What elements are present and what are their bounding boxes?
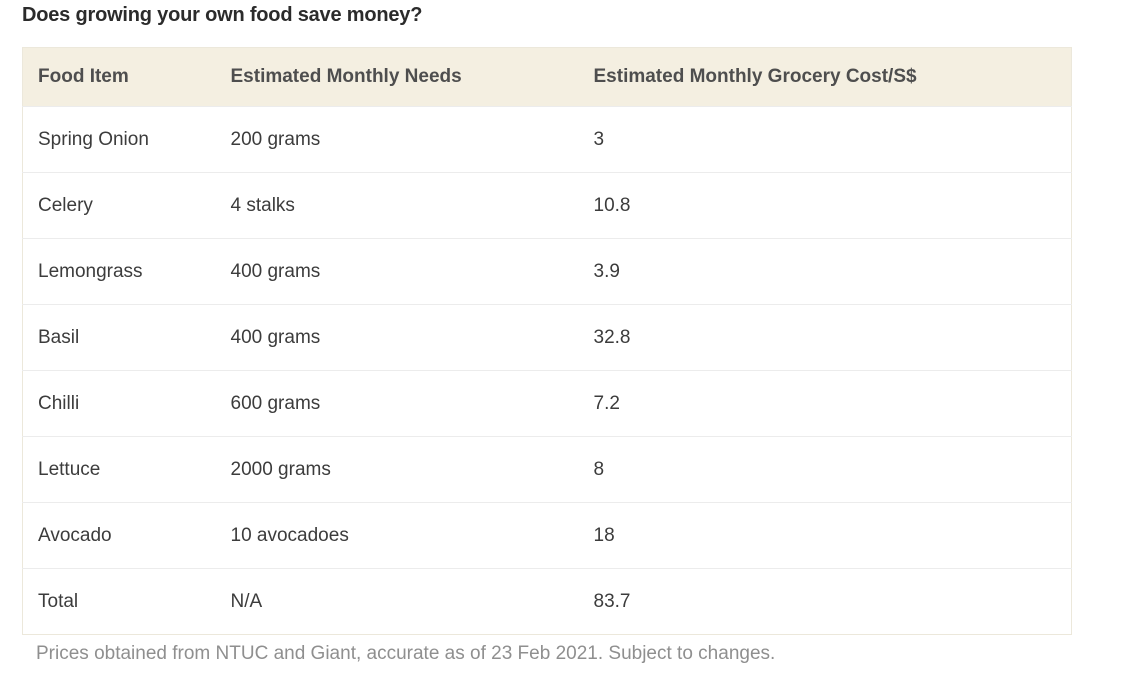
- table-cell: Lettuce: [22, 436, 231, 503]
- page-title: Does growing your own food save money?: [22, 4, 423, 26]
- table-cell: 10.8: [593, 172, 1072, 239]
- table-row: Lemongrass 400 grams 3.9: [22, 238, 1072, 305]
- table-cell: 3.9: [593, 238, 1072, 305]
- table-cell: N/A: [230, 568, 594, 635]
- table-cell: 83.7: [593, 568, 1072, 635]
- table-row: Avocado 10 avocadoes 18: [22, 502, 1072, 569]
- table-cell: Basil: [22, 304, 231, 371]
- table-cell: 18: [593, 502, 1072, 569]
- table-cell: Chilli: [22, 370, 231, 437]
- table-cell: 2000 grams: [230, 436, 594, 503]
- column-header: Estimated Monthly Needs: [230, 47, 594, 107]
- table-row: Basil 400 grams 32.8: [22, 304, 1072, 371]
- table-cell: 8: [593, 436, 1072, 503]
- table-header-row: Food Item Estimated Monthly Needs Estimate…: [22, 47, 1072, 107]
- table-cell: 7.2: [593, 370, 1072, 437]
- table-row: Chilli 600 grams 7.2: [22, 370, 1072, 437]
- table-cell: 400 grams: [230, 238, 594, 305]
- table-cell: 32.8: [593, 304, 1072, 371]
- table-cell: Spring Onion: [22, 106, 231, 173]
- table-cell: 600 grams: [230, 370, 594, 437]
- table-cell: 200 grams: [230, 106, 594, 173]
- table-row: Celery 4 stalks 10.8: [22, 172, 1072, 239]
- table-row: Spring Onion 200 grams 3: [22, 106, 1072, 173]
- table-cell: 3: [593, 106, 1072, 173]
- table-cell: 400 grams: [230, 304, 594, 371]
- table-body: Spring Onion 200 grams 3 Celery 4 stalks 10.8…: [22, 106, 1072, 635]
- table-cell: 10 avocadoes: [230, 502, 594, 569]
- table-row: Total N/A 83.7: [22, 568, 1072, 635]
- column-header: Estimated Monthly Grocery Cost/S$: [593, 47, 1072, 107]
- table-footnote: Prices obtained from NTUC and Giant, acc…: [36, 643, 776, 664]
- table-row: Lettuce 2000 grams 8: [22, 436, 1072, 503]
- food-cost-table: Food Item Estimated Monthly Needs Estimate…: [22, 47, 1072, 635]
- table-cell: Total: [22, 568, 231, 635]
- table-cell: Lemongrass: [22, 238, 231, 305]
- table-cell: 4 stalks: [230, 172, 594, 239]
- table-cell: Avocado: [22, 502, 231, 569]
- table-cell: Celery: [22, 172, 231, 239]
- column-header: Food Item: [22, 47, 231, 107]
